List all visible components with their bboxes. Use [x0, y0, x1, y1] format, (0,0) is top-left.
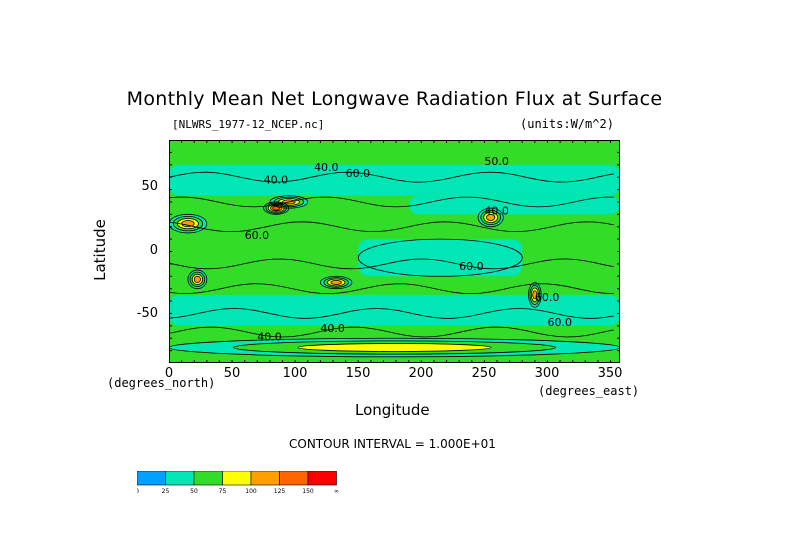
- colorbar-level-label: 100: [245, 488, 257, 495]
- x-tick-label: 150: [345, 366, 371, 381]
- contour-line: [529, 284, 541, 305]
- contour-annotation: 60.0: [346, 167, 371, 180]
- contour-annotation: 40.0: [314, 161, 339, 174]
- contour-annotation: 50.0: [484, 155, 509, 168]
- contour-line: [169, 171, 614, 183]
- contour-line: [191, 273, 204, 285]
- y-tick-label: 50: [141, 179, 158, 194]
- contour-annotation: 60.0: [459, 260, 484, 273]
- contour-line: [263, 201, 290, 215]
- contour-line: [480, 209, 501, 226]
- colorbar-level-label: 50: [190, 488, 198, 495]
- contour-line: [530, 287, 539, 303]
- contour-line: [187, 269, 208, 290]
- y-axis-label: Latitude: [91, 219, 109, 281]
- colorbar-swatch: [193, 471, 223, 486]
- region-fill: [194, 276, 201, 283]
- colorbar-swatch: [307, 471, 337, 486]
- contour-line: [169, 213, 208, 234]
- y-tick-label: -50: [136, 306, 158, 321]
- contour-line: [323, 277, 349, 288]
- contour-line: [169, 258, 614, 270]
- region-fill: [297, 343, 492, 352]
- contour-annotation: 40.0: [484, 204, 509, 217]
- contour-annotation: 40.0: [264, 173, 289, 186]
- y-units-note: (degrees_north): [107, 376, 216, 390]
- heatmap-plot: 40.0 60.0 40.0 60.0 40.0 60.0 40.0 60.0 60.0 40.0…: [169, 140, 620, 363]
- colorbar-level-label: ∞: [334, 488, 339, 495]
- region-fill: [330, 280, 342, 285]
- contour-line: [483, 211, 499, 223]
- contour-interval-label: CONTOUR INTERVAL = 1.000E+01: [289, 437, 496, 451]
- contour-line: [233, 340, 556, 355]
- y-tick-label: 0: [149, 243, 158, 258]
- file-name-label: [NLWRS_1977-12_NCEP.nc]: [172, 118, 325, 131]
- region-fill: [181, 220, 195, 227]
- x-units-note: (degrees_east): [538, 384, 640, 398]
- contour-annotation: 60.0: [245, 229, 270, 242]
- x-tick-label: 50: [223, 366, 241, 381]
- units-label: (units:W/m^2): [520, 117, 614, 131]
- contour-line: [270, 204, 283, 212]
- contour-line: [477, 207, 504, 228]
- contour-line: [193, 275, 201, 283]
- contour-line: [169, 221, 614, 233]
- contour-line: [326, 278, 346, 287]
- x-tick-label: 300: [534, 366, 560, 381]
- field-band: [169, 164, 620, 196]
- colorbar-swatch: [279, 471, 309, 486]
- x-tick-label: 100: [282, 366, 308, 381]
- contour-annotation: 60.0: [535, 291, 560, 304]
- colorbar-level-label: 0: [137, 488, 139, 495]
- chart-title: Monthly Mean Net Longwave Radiation Flux…: [126, 88, 663, 110]
- colorbar-level-label: 75: [219, 488, 227, 495]
- contour-line: [169, 196, 614, 208]
- contour-line: [169, 326, 614, 338]
- colorbar-level-label: 150: [302, 488, 314, 495]
- colorbar-swatch: [222, 471, 252, 486]
- contour-line: [169, 283, 614, 295]
- colorbar-level-label: 125: [274, 488, 286, 495]
- contour-line: [272, 205, 281, 211]
- colorbar-swatch: [137, 471, 166, 486]
- contour-line: [532, 290, 538, 300]
- contour-line: [172, 215, 204, 232]
- colorbar-swatch: [250, 471, 280, 486]
- contour-annotation: 40.0: [257, 331, 282, 344]
- contour-line: [528, 282, 542, 308]
- x-axis-label: Longitude: [355, 401, 430, 419]
- colorbar-swatch: [165, 471, 195, 486]
- colorbar: 0 25 50 75 100 125 150 ∞: [137, 471, 339, 495]
- contour-line: [319, 275, 353, 290]
- contour-line: [189, 271, 206, 288]
- contour-line: [486, 213, 496, 221]
- x-tick-label: 0: [164, 366, 174, 381]
- contour-line: [297, 343, 492, 352]
- contour-line: [282, 199, 296, 205]
- contour-line: [169, 337, 620, 358]
- region-fill: [486, 214, 495, 221]
- x-tick-label: 200: [408, 366, 434, 381]
- region-fill: [358, 239, 523, 277]
- field-band: [408, 195, 620, 215]
- contour-line: [169, 308, 614, 319]
- region-fill: [532, 290, 537, 299]
- contour-line: [330, 280, 342, 285]
- contour-line: [265, 202, 287, 214]
- colorbar-level-label: 25: [162, 488, 170, 495]
- x-tick-label: 350: [597, 366, 623, 381]
- contour-annotation: 60.0: [547, 316, 572, 329]
- contour-annotation: 40.0: [320, 322, 345, 335]
- contour-line: [357, 238, 523, 277]
- x-tick-label: 250: [471, 366, 497, 381]
